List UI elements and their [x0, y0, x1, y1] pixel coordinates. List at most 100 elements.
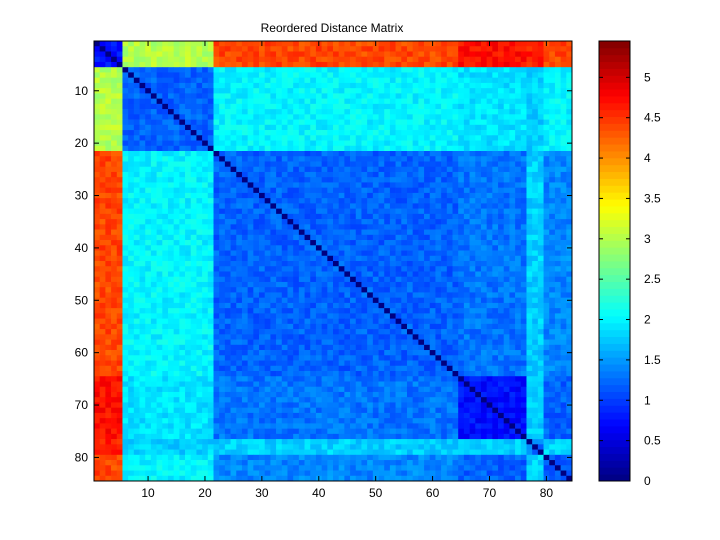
heatmap-cell: [492, 318, 499, 325]
heatmap-cell: [133, 145, 140, 152]
heatmap-cell: [247, 145, 254, 152]
heatmap-cell: [150, 61, 157, 68]
heatmap-cell: [133, 124, 140, 131]
heatmap-cell: [463, 166, 470, 173]
heatmap-cell: [185, 203, 192, 209]
heatmap-cell: [298, 318, 305, 325]
heatmap-cell: [276, 135, 283, 141]
heatmap-cell: [128, 245, 135, 251]
heatmap-cell: [276, 250, 283, 257]
heatmap-cell: [247, 114, 254, 120]
heatmap-cell: [344, 208, 351, 215]
heatmap-cell: [406, 103, 414, 110]
heatmap-cell: [509, 109, 516, 115]
heatmap-cell: [304, 46, 311, 52]
heatmap-cell: [486, 287, 493, 293]
heatmap-cell: [190, 323, 197, 330]
heatmap-cell: [122, 266, 129, 272]
heatmap-cell: [446, 114, 453, 120]
heatmap-cell: [338, 130, 345, 136]
heatmap-cell: [298, 156, 305, 162]
heatmap-cell: [133, 41, 140, 47]
heatmap-cell: [253, 297, 260, 304]
heatmap-cell: [515, 130, 522, 136]
heatmap-cell: [327, 339, 334, 346]
heatmap-cell: [401, 166, 408, 173]
heatmap-cell: [139, 213, 146, 220]
heatmap-cell: [264, 88, 271, 94]
heatmap-cell: [509, 177, 516, 183]
heatmap-cell: [389, 313, 396, 319]
heatmap-cell: [293, 198, 300, 204]
heatmap-cell: [270, 93, 277, 99]
heatmap-cell: [173, 266, 180, 272]
heatmap-cell: [298, 276, 305, 283]
heatmap-cell: [378, 281, 385, 288]
heatmap-cell: [486, 114, 493, 120]
heatmap-cell: [196, 182, 203, 189]
heatmap-cell: [418, 72, 425, 79]
heatmap-cell: [520, 287, 527, 293]
heatmap-cell: [196, 229, 203, 236]
heatmap-cell: [94, 329, 101, 335]
heatmap-cell: [116, 266, 123, 272]
heatmap-cell: [560, 98, 567, 105]
heatmap-cell: [361, 266, 368, 272]
heatmap-cell: [458, 135, 465, 141]
heatmap-cell: [452, 161, 459, 168]
heatmap-cell: [196, 297, 203, 304]
heatmap-cell: [458, 114, 465, 120]
heatmap-cell: [372, 308, 379, 314]
heatmap-cell: [162, 56, 169, 63]
heatmap-cell: [304, 350, 311, 356]
heatmap-cell: [94, 135, 101, 141]
heatmap-cell: [515, 171, 522, 178]
heatmap-cell: [418, 135, 425, 141]
heatmap-cell: [480, 323, 487, 330]
heatmap-cell: [361, 192, 368, 199]
heatmap-cell: [281, 261, 288, 267]
heatmap-cell: [372, 287, 379, 293]
heatmap-cell: [344, 329, 351, 335]
heatmap-cell: [469, 250, 476, 257]
heatmap-cell: [321, 156, 328, 162]
heatmap-cell: [446, 308, 453, 314]
heatmap-cell: [372, 224, 379, 230]
heatmap-cell: [94, 114, 101, 120]
heatmap-cell: [128, 192, 135, 199]
heatmap-cell: [441, 203, 448, 209]
heatmap-cell: [480, 219, 487, 225]
heatmap-cell: [264, 98, 271, 105]
heatmap-cell: [128, 255, 135, 262]
heatmap-cell: [406, 145, 414, 152]
heatmap-cell: [389, 130, 396, 136]
heatmap-cell: [532, 135, 539, 141]
heatmap-cell: [492, 287, 499, 293]
heatmap-cell: [253, 187, 260, 194]
heatmap-cell: [298, 151, 305, 157]
heatmap-cell: [139, 156, 146, 162]
heatmap-cell: [401, 276, 408, 283]
heatmap-cell: [185, 77, 192, 84]
heatmap-cell: [298, 287, 305, 293]
heatmap-cell: [236, 140, 243, 147]
heatmap-cell: [173, 177, 180, 183]
heatmap-cell: [315, 318, 322, 325]
heatmap-cell: [139, 166, 146, 173]
heatmap-cell: [315, 224, 322, 230]
heatmap-cell: [498, 88, 505, 94]
heatmap-cell: [424, 61, 431, 68]
heatmap-cell: [196, 140, 203, 147]
heatmap-cell: [429, 329, 436, 335]
heatmap-cell: [492, 229, 499, 236]
heatmap-cell: [224, 98, 231, 105]
heatmap-cell: [196, 271, 203, 278]
heatmap-cell: [560, 250, 567, 257]
heatmap-cell: [350, 135, 357, 141]
heatmap-cell: [498, 229, 505, 236]
heatmap-cell: [520, 308, 527, 314]
heatmap-cell: [224, 334, 231, 340]
heatmap-cell: [310, 276, 317, 283]
heatmap-cell: [264, 46, 271, 52]
heatmap-cell: [202, 103, 209, 110]
